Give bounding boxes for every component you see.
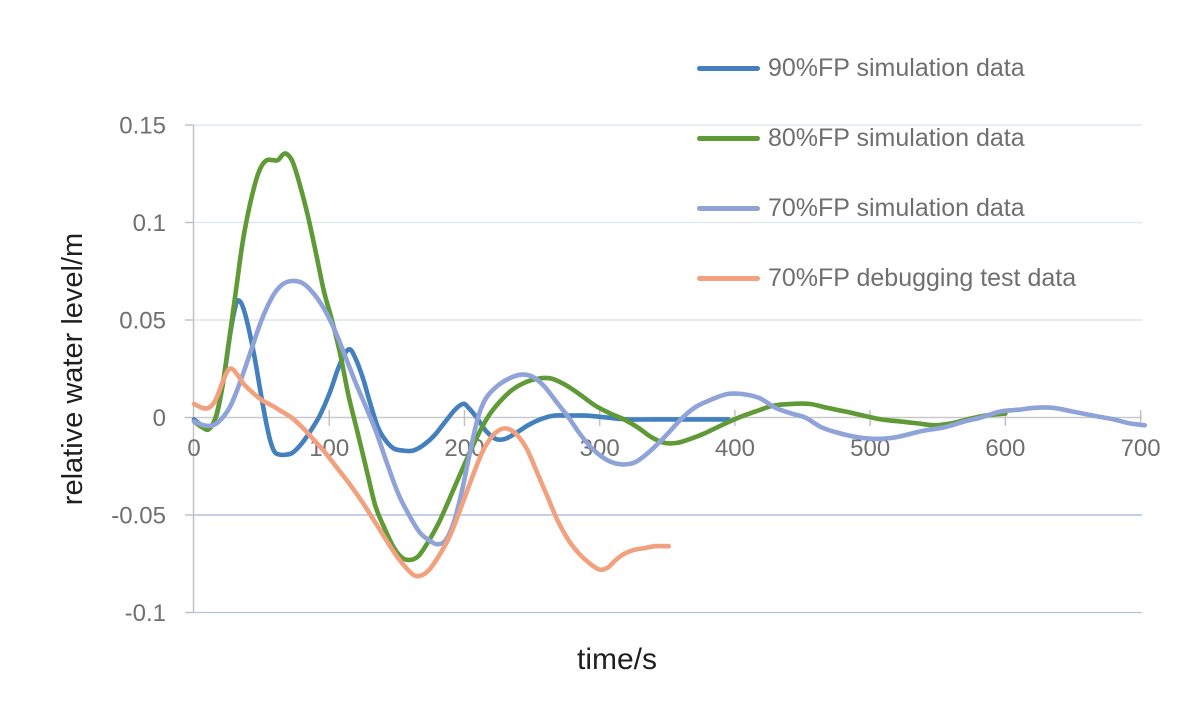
y-tick-label: 0.15 bbox=[119, 113, 166, 140]
legend: 90%FP simulation data 80%FP simulation da… bbox=[697, 33, 1076, 313]
legend-item-2: 70%FP simulation data bbox=[697, 173, 1076, 243]
x-tick-label: 400 bbox=[715, 435, 755, 462]
legend-swatch-icon bbox=[697, 205, 760, 211]
x-tick-label: 700 bbox=[1121, 435, 1161, 462]
x-axis-title: time/s bbox=[576, 643, 657, 676]
y-tick-label: 0 bbox=[153, 405, 166, 432]
legend-item-label: 70%FP simulation data bbox=[768, 193, 1025, 222]
x-tick-label: 0 bbox=[187, 435, 200, 462]
legend-swatch-icon bbox=[697, 135, 760, 141]
y-axis-title: relative water level/m bbox=[57, 232, 89, 506]
y-tick-label: 0.1 bbox=[133, 210, 166, 237]
y-tick-label: -0.1 bbox=[125, 600, 166, 627]
legend-swatch-icon bbox=[697, 275, 760, 281]
legend-item-label: 70%FP debugging test data bbox=[768, 263, 1077, 292]
series-line-0 bbox=[191, 297, 731, 458]
legend-item-3: 70%FP debugging test data bbox=[697, 243, 1076, 313]
series-line-1 bbox=[191, 151, 1008, 563]
series-line-3 bbox=[191, 366, 671, 579]
legend-item-0: 90%FP simulation data bbox=[697, 33, 1076, 103]
y-tick-label: -0.05 bbox=[111, 503, 166, 530]
series-line-2 bbox=[191, 278, 1147, 547]
y-tick-label: 0.05 bbox=[119, 308, 166, 335]
legend-item-label: 80%FP simulation data bbox=[768, 123, 1025, 152]
legend-item-1: 80%FP simulation data bbox=[697, 103, 1076, 173]
legend-item-label: 90%FP simulation data bbox=[768, 53, 1025, 82]
legend-swatch-icon bbox=[697, 65, 760, 71]
x-tick-label: 600 bbox=[985, 435, 1025, 462]
